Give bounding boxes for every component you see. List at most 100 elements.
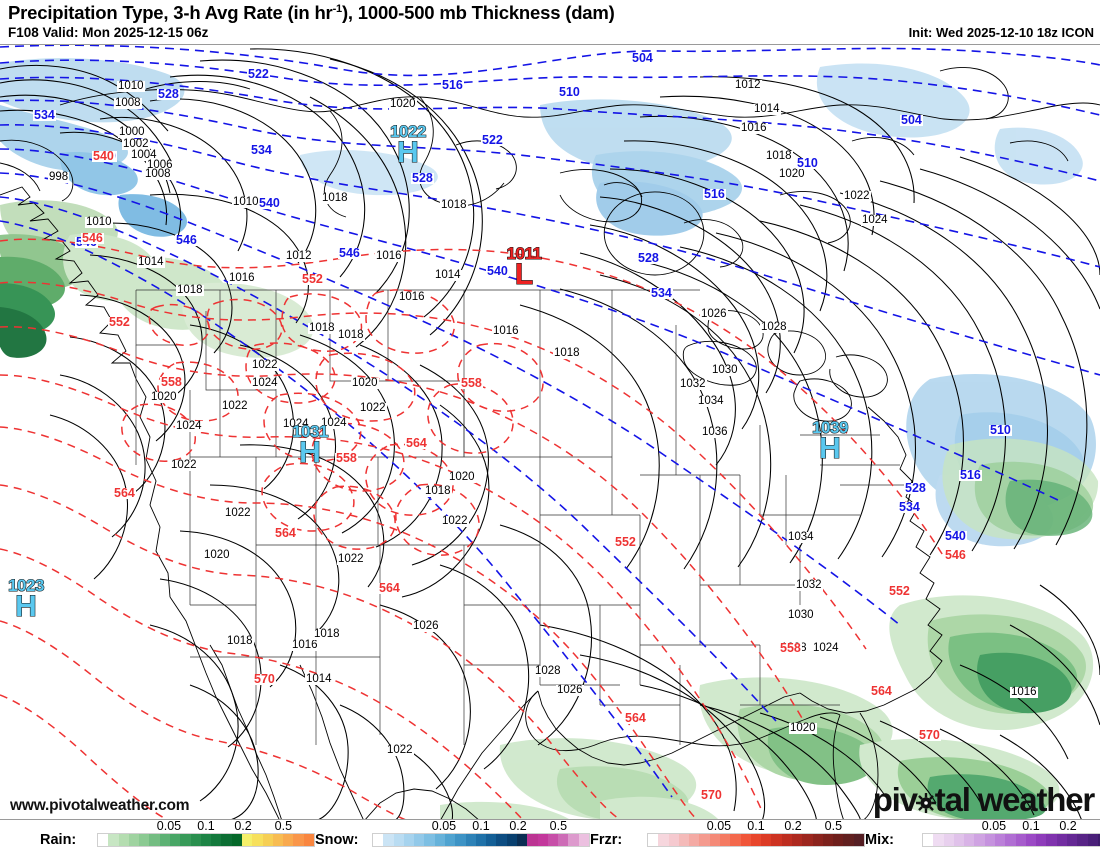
thickness-cold-label: 540 <box>944 529 967 543</box>
colorbar-label-mix: Mix: <box>865 832 894 848</box>
colorbar-swatch <box>373 834 384 846</box>
low-symbol: L <box>514 258 534 291</box>
high-symbol: H <box>397 136 420 169</box>
init-time-label: Init: Wed 2025-12-10 18z ICON <box>908 25 1094 40</box>
title-suffix: ), 1000-500 mb Thickness (dam) <box>341 2 615 23</box>
thickness-cold-label: 510 <box>558 85 581 99</box>
thickness-cold-label: 504 <box>900 113 923 127</box>
colorbar-label-rain: Rain: <box>40 832 77 848</box>
thickness-warm-label: 540 <box>92 149 115 163</box>
isobar-label: 1018 <box>337 329 365 341</box>
isobar-label: 1008 <box>114 97 142 109</box>
colorbar-swatch <box>211 834 222 846</box>
colorbar-swatch <box>455 834 466 846</box>
isobar-label: 1026 <box>412 620 440 632</box>
isobar-label: 1018 <box>313 628 341 640</box>
colorbar-swatch <box>486 834 497 846</box>
colorbar-label-snow: Snow: <box>315 832 359 848</box>
colorbar-swatch <box>475 834 487 846</box>
pressure-value: 1011 <box>506 244 542 263</box>
colorbar-swatch <box>283 834 294 846</box>
state-borders-layer <box>135 289 910 745</box>
colorbar-swatch <box>1036 834 1047 846</box>
high-pressure-center: 1023 H <box>0 576 58 623</box>
colorbar-swatch <box>1005 834 1016 846</box>
colorbar-swatch <box>1015 834 1026 846</box>
thickness-warm-contours <box>0 238 945 819</box>
isobar-label: 1018 <box>765 150 793 162</box>
thickness-warm-label: 558 <box>460 376 483 390</box>
thickness-warm-label: 552 <box>108 315 131 329</box>
isobar-label: 1010 <box>232 196 260 208</box>
colorbar-tick: 0.1 <box>1022 819 1040 833</box>
colorbar-swatch <box>414 834 425 846</box>
isobar-label: 1022 <box>251 359 279 371</box>
isobar-label: 1016 <box>398 291 426 303</box>
high-symbol: H <box>15 590 38 623</box>
high-pressure-center: 1039 H <box>798 418 862 464</box>
isobar-label: 1014 <box>753 103 781 115</box>
colorbar-strip-snow[interactable] <box>372 833 590 847</box>
thickness-warm-label: 552 <box>301 272 324 286</box>
colorbar-swatch <box>1025 834 1037 846</box>
isobar-label: 1016 <box>291 639 319 651</box>
isobar-label: 1018 <box>424 485 452 497</box>
thickness-cold-label: 510 <box>796 156 819 170</box>
site-watermark: www.pivotalweather.com <box>10 797 190 814</box>
colorbar-tick: 0.05 <box>706 819 732 833</box>
isobar-label: 1024 <box>812 642 840 654</box>
colorbar-swatch <box>761 834 772 846</box>
isobar-label: 1016 <box>492 325 520 337</box>
isobar-label: 1006 <box>146 159 174 171</box>
colorbar-swatch <box>689 834 700 846</box>
colorbar-swatch <box>558 834 569 846</box>
thickness-cold-label: 516 <box>959 468 982 482</box>
colorbar-swatch <box>648 834 659 846</box>
thickness-cold-label: 534 <box>250 143 273 157</box>
pressure-value: 1022 <box>390 122 427 141</box>
isobar-label: 1020 <box>389 98 417 110</box>
isobar-label: 1028 <box>534 665 562 677</box>
colorbar-tick: 0.1 <box>747 819 765 833</box>
colorbar-swatch <box>434 834 445 846</box>
colorbar-swatch <box>668 834 679 846</box>
colorbar-swatch <box>424 834 435 846</box>
gear-icon <box>915 783 936 813</box>
thickness-warm-label: 564 <box>624 711 647 725</box>
colorbar-swatch <box>98 834 109 846</box>
colorbar-swatch <box>699 834 710 846</box>
map-canvas[interactable]: 1010 1008 1000 1002 1004 1006 1008 998 1010 1010 1… <box>0 44 1100 820</box>
thickness-cold-label: 534 <box>33 108 56 122</box>
colorbar-ticks-mix: 0.050.10.20.5 <box>922 819 1100 833</box>
thickness-cold-label: 516 <box>441 78 464 92</box>
colorbar-strip-rain[interactable] <box>97 833 315 847</box>
colorbar-strip-frzr[interactable] <box>647 833 865 847</box>
colorbar-swatch <box>833 834 844 846</box>
colorbar-tick: 0.5 <box>824 819 843 833</box>
thickness-warm-label: 552 <box>888 584 911 598</box>
colorbar-swatch <box>393 834 404 846</box>
colorbar-swatch <box>781 834 792 846</box>
thickness-warm-label: 558 <box>335 451 358 465</box>
thickness-warm-label: 564 <box>113 486 136 500</box>
colorbar-swatch <box>262 834 273 846</box>
isobar-label: 1018 <box>553 347 581 359</box>
thickness-cold-label: 534 <box>898 500 921 514</box>
colorbar-swatch <box>933 834 944 846</box>
thickness-cold-contours <box>0 45 1100 798</box>
thickness-warm-label: 558 <box>779 641 802 655</box>
colorbar-strip-mix[interactable] <box>922 833 1100 847</box>
colorbar-swatch <box>822 834 834 846</box>
colorbar-swatch <box>537 834 548 846</box>
isobar-label: 1020 <box>448 471 476 483</box>
isobar-label: 1018 <box>440 199 468 211</box>
isobar-label: 1016 <box>375 250 403 262</box>
isobar-label: 1022 <box>170 459 198 471</box>
isobar-label: 1012 <box>734 79 762 91</box>
logo-text-part1: piv <box>872 781 918 818</box>
isobar-label: 1020 <box>778 168 806 180</box>
colorbar-swatch <box>303 834 314 846</box>
isobar-label: 1018 <box>308 322 336 334</box>
colorbar-swatch <box>293 834 304 846</box>
isobar-label: 1002 <box>122 138 150 150</box>
